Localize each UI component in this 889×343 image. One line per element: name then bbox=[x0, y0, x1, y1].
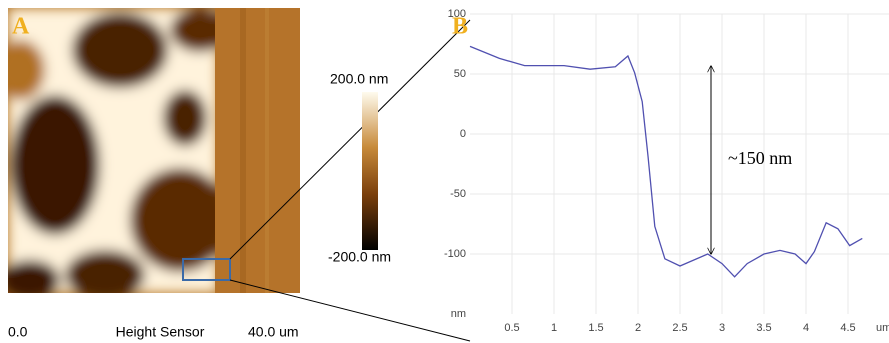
x-tick-label: 3.5 bbox=[756, 322, 771, 334]
panel-label: A bbox=[12, 14, 30, 40]
y-tick-label: 100 bbox=[448, 8, 466, 20]
x-tick-label: 1 bbox=[551, 322, 557, 334]
channel-label: Height Sensor bbox=[116, 324, 205, 340]
zoom-line bbox=[229, 19, 471, 260]
afm-image bbox=[8, 8, 300, 293]
x-tick-label: 1.5 bbox=[588, 322, 603, 334]
profile-line bbox=[469, 45, 863, 278]
x-tick-label: 4.5 bbox=[840, 322, 855, 334]
x-tick-label: 0.5 bbox=[504, 322, 519, 334]
y-tick-label: -50 bbox=[450, 188, 466, 200]
colorbar bbox=[362, 92, 378, 250]
x-tick-label: 3 bbox=[719, 322, 725, 334]
x-end: 40.0 um bbox=[248, 324, 299, 340]
selection-box bbox=[182, 258, 231, 281]
profile-chart: 100 50 0 -50 -100 0.5 1 1.5 2 2.5 3 3.5 4 4.5 nm um ~150… bbox=[444, 8, 889, 334]
x-tick-label: 4 bbox=[803, 322, 809, 334]
x-tick-label: 2.5 bbox=[672, 322, 687, 334]
zoom-line bbox=[229, 279, 471, 342]
y-axis-label: nm bbox=[451, 308, 466, 320]
y-tick-label: 0 bbox=[460, 128, 466, 140]
x-tick-label: 2 bbox=[635, 322, 641, 334]
colorbar-max: 200.0 nm bbox=[330, 71, 388, 87]
x-axis-label: um bbox=[876, 322, 889, 334]
colorbar-min: -200.0 nm bbox=[328, 249, 391, 265]
panel-label: B bbox=[452, 14, 468, 40]
y-tick-label: 50 bbox=[454, 68, 466, 80]
x-start: 0.0 bbox=[8, 324, 28, 340]
y-tick-label: -100 bbox=[444, 248, 466, 260]
annotation: ~150 nm bbox=[728, 148, 792, 168]
